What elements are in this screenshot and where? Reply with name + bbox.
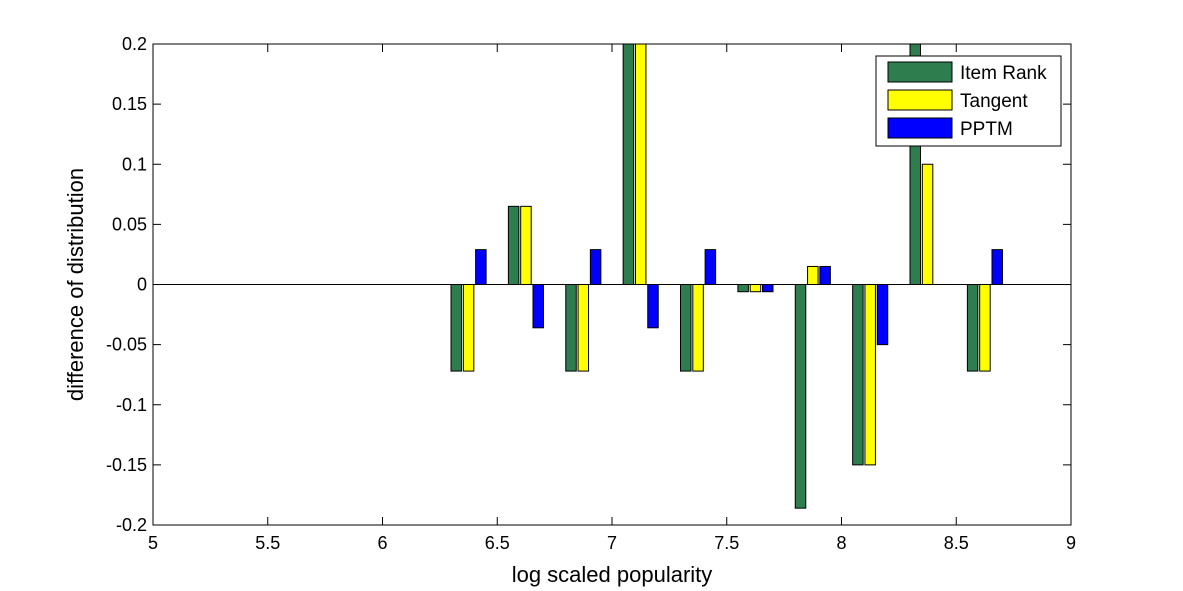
x-axis-ticks: 5 5.5 6 6.5 7 7.5 8 8.5 9	[148, 44, 1076, 553]
x-axis-label: log scaled popularity	[512, 562, 713, 587]
x-tick-label: 8	[836, 533, 846, 553]
x-tick-label: 7	[607, 533, 617, 553]
legend-swatch	[887, 117, 953, 139]
bar-tangent	[634, 44, 647, 285]
bar-pptm	[704, 249, 717, 286]
bar-item-rank	[966, 284, 979, 372]
bar-item-rank	[852, 284, 864, 466]
bar-tangent	[921, 163, 934, 285]
legend-swatch	[887, 89, 953, 111]
bar-tangent	[749, 284, 762, 293]
bars-layer	[450, 44, 1003, 509]
bar-tangent	[577, 284, 590, 372]
bar-tangent	[692, 284, 704, 372]
x-tick-label: 6	[377, 533, 387, 553]
bar-tangent	[462, 284, 475, 372]
legend-label: PPTM	[960, 119, 1013, 140]
y-axis-label: difference of distribution	[63, 168, 88, 401]
bar-pptm	[589, 249, 602, 286]
bar-tangent	[979, 284, 991, 372]
x-tick-label: 9	[1066, 533, 1076, 553]
y-tick-label: -0.1	[116, 395, 147, 415]
y-tick-label: -0.2	[116, 515, 147, 535]
y-tick-label: 0.2	[122, 34, 147, 54]
bar-pptm	[991, 249, 1003, 286]
y-axis-ticks: -0.2 -0.15 -0.1 -0.05 0 0.05 0.1 0.15 0.2	[106, 34, 1071, 535]
x-tick-label: 7.5	[714, 533, 739, 553]
bar-tangent	[807, 265, 819, 285]
bar-pptm	[475, 249, 487, 286]
legend: Item Rank Tangent PPTM	[875, 55, 1062, 147]
y-tick-label: 0.15	[112, 94, 147, 114]
y-tick-label: 0.05	[112, 214, 147, 234]
bar-item-rank	[450, 284, 463, 372]
bar-item-rank	[680, 284, 692, 372]
bar-item-rank	[794, 284, 807, 509]
y-tick-label: 0	[137, 275, 147, 295]
legend-swatch	[887, 61, 953, 83]
x-tick-label: 5	[148, 533, 158, 553]
bar-pptm	[532, 284, 544, 329]
bar-pptm	[647, 284, 659, 329]
y-tick-label: 0.1	[122, 154, 147, 174]
bar-item-rank	[565, 284, 577, 372]
bar-pptm	[876, 284, 889, 346]
legend-label: Tangent	[960, 91, 1028, 112]
bar-item-rank	[737, 284, 749, 293]
bar-tangent	[864, 284, 876, 466]
legend-label: Item Rank	[960, 63, 1047, 84]
bar-pptm	[761, 284, 774, 293]
x-tick-label: 6.5	[485, 533, 510, 553]
bar-pptm	[819, 265, 831, 285]
y-tick-label: -0.05	[106, 335, 147, 355]
y-tick-label: -0.15	[106, 455, 147, 475]
bar-tangent	[520, 205, 532, 285]
x-tick-label: 5.5	[255, 533, 280, 553]
bar-item-rank	[622, 44, 635, 285]
x-tick-label: 8.5	[944, 533, 969, 553]
bar-item-rank	[507, 205, 520, 285]
